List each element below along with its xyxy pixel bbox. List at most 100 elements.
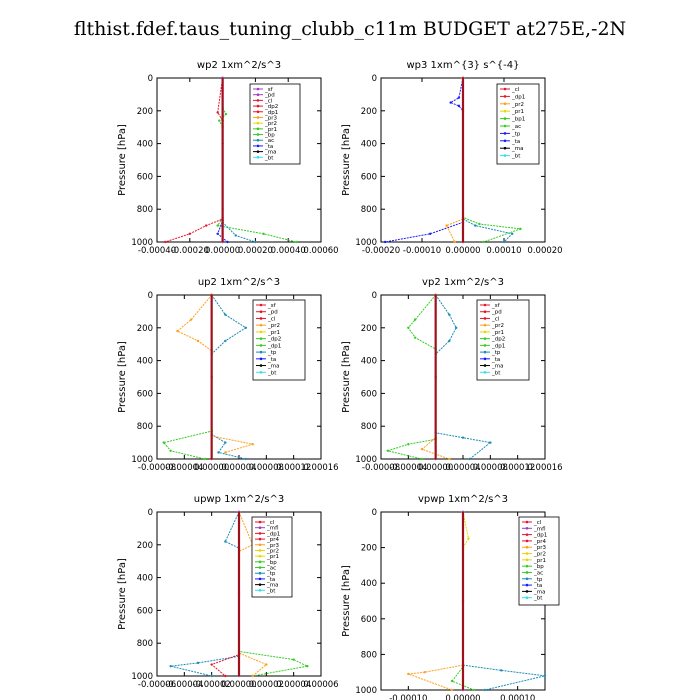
legend-entry: _ac: [266, 566, 276, 572]
y-tick-label: 400: [137, 357, 153, 367]
series-point: [383, 240, 387, 244]
panel-title: wp3 1xm^{3} s^{-4}: [406, 60, 519, 71]
legend-marker: [259, 303, 263, 307]
x-tick-label: 0.00012: [500, 463, 535, 473]
y-tick-label: 200: [137, 107, 153, 117]
x-tick-label: -0.00008: [362, 463, 400, 473]
legend-entry: _sf: [267, 303, 277, 309]
x-tick-label: 0.00040: [271, 246, 306, 256]
legend-marker: [258, 560, 262, 564]
series-point: [203, 457, 207, 461]
y-tick-label: 600: [137, 389, 153, 399]
series-point: [489, 441, 492, 444]
x-tick-label: -0.00008: [138, 463, 176, 473]
series-point: [420, 457, 424, 461]
legend-entry: _ma: [267, 364, 279, 370]
y-tick-label: 0: [372, 291, 377, 301]
x-tick-label: 0.00020: [527, 246, 562, 256]
legend-marker: [256, 93, 260, 96]
x-tick-label: 0.00000: [445, 246, 480, 256]
legend-entry: _dp2: [491, 337, 505, 343]
panel-title: wp2 1xm^2/s^3: [197, 60, 281, 71]
y-tick-label: 400: [137, 140, 153, 150]
legend-entry: _dp1: [266, 531, 280, 537]
series-point: [407, 672, 410, 676]
series-point: [468, 457, 472, 461]
legend-entry: _mfl: [533, 526, 546, 532]
legend-entry: _pr2: [533, 552, 546, 558]
series-point: [162, 441, 166, 444]
x-tick-label: -0.00010: [403, 246, 441, 256]
legend-marker: [503, 139, 507, 143]
legend-entry: _dp2: [264, 104, 278, 110]
series-point: [453, 240, 456, 244]
x-tick-label: 0.00006: [303, 680, 338, 690]
y-tick-label: 800: [137, 422, 153, 432]
legend-entry: _cl: [491, 316, 500, 322]
legend-marker: [259, 317, 263, 320]
legend-marker: [259, 364, 263, 367]
legend-box: [252, 299, 306, 381]
y-tick-label: 800: [137, 205, 153, 215]
legend-marker: [258, 520, 262, 524]
legend-marker: [503, 95, 507, 98]
legend-entry: _cl: [264, 98, 273, 104]
series-point: [251, 443, 254, 446]
legend-entry: _pd: [264, 93, 275, 99]
y-tick-label: 0: [148, 291, 153, 301]
y-tick-label: 400: [361, 140, 377, 150]
series-point: [224, 339, 227, 343]
legend-marker: [256, 127, 260, 131]
legend-entry: _dp1: [511, 94, 525, 100]
legend-marker: [503, 117, 507, 120]
series-line-3: [238, 511, 268, 677]
legend-marker: [256, 99, 260, 102]
legend-entry: _pd: [267, 310, 278, 316]
legend-entry: _bt: [511, 154, 521, 160]
legend-entry: _pr1: [264, 127, 277, 133]
series-point: [478, 222, 481, 226]
y-tick-label: 1000: [355, 238, 377, 248]
y-tick-label: 800: [361, 650, 377, 660]
legend-marker: [259, 337, 263, 340]
figure-title: flthist.fdef.taus_tuning_clubb_c11m BUDG…: [73, 18, 627, 40]
y-axis-label: Pressure [hPa]: [341, 124, 352, 196]
series-line-3: [162, 295, 213, 460]
series-point: [226, 240, 229, 244]
series-point: [450, 679, 454, 683]
x-tick-label: -0.00020: [362, 246, 400, 256]
panel-2: wp3 1xm^{3} s^{-4} Pressure [hPa] 0 200 400 6…: [341, 60, 563, 256]
series-point: [420, 447, 424, 451]
legend-box: [476, 299, 530, 381]
y-tick-label: 200: [137, 324, 153, 334]
series-point: [164, 240, 167, 244]
legend-entry: _pr2: [266, 548, 279, 554]
series-point: [429, 232, 432, 235]
y-tick-label: 600: [137, 606, 153, 616]
legend-entry: _pr1: [267, 330, 280, 336]
series-point: [295, 240, 298, 244]
y-tick-label: 600: [361, 615, 377, 625]
legend-marker: [258, 549, 262, 552]
series-point: [216, 224, 219, 227]
legend-entry: _ta: [266, 577, 275, 583]
legend-marker: [483, 370, 487, 374]
legend-entry: _pr4: [266, 537, 280, 543]
legend-entry: _ma: [511, 146, 523, 152]
series-point: [457, 96, 461, 99]
series-point: [234, 234, 237, 237]
legend-marker: [525, 583, 529, 587]
legend-entry: _bt: [266, 588, 276, 594]
series-line-1: [385, 77, 464, 243]
legend-marker: [256, 144, 260, 148]
legend-entry: _bp: [533, 564, 544, 570]
series-point: [254, 240, 257, 244]
series-point: [196, 339, 200, 343]
legend-marker: [503, 146, 507, 150]
y-axis-label: Pressure [hPa]: [341, 565, 352, 637]
legend-marker: [259, 370, 263, 374]
x-tick-label: 0.00000: [418, 463, 453, 473]
y-tick-label: 1000: [355, 455, 377, 465]
legend-entry: _dp1: [491, 343, 505, 349]
